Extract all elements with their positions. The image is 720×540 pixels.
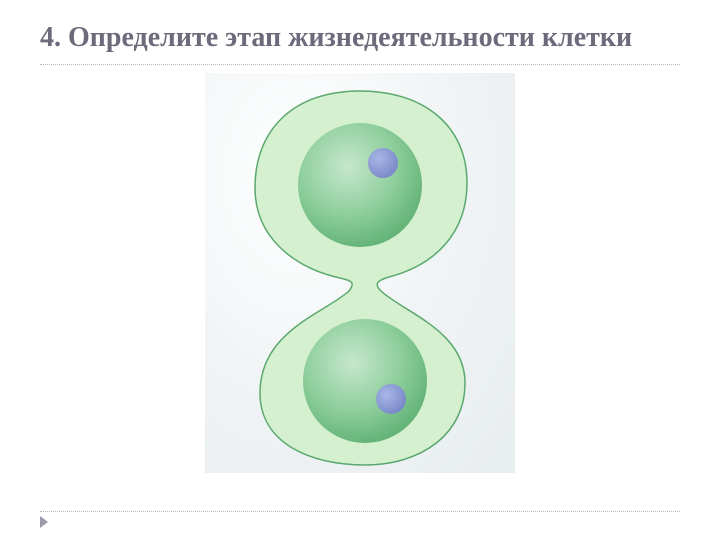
nucleus (298, 123, 422, 247)
slide: 4. Определите этап жизнедеятельности кле… (0, 0, 720, 540)
cell-diagram (205, 73, 515, 473)
corner-mark-icon (40, 516, 48, 528)
slide-title: 4. Определите этап жизнедеятельности кле… (40, 20, 680, 56)
cell-svg (205, 73, 515, 473)
figure-container (40, 73, 680, 473)
nucleus (303, 319, 427, 443)
divider-top (40, 64, 680, 65)
nucleolus (376, 384, 406, 414)
nucleolus (368, 148, 398, 178)
divider-bottom (40, 511, 680, 512)
